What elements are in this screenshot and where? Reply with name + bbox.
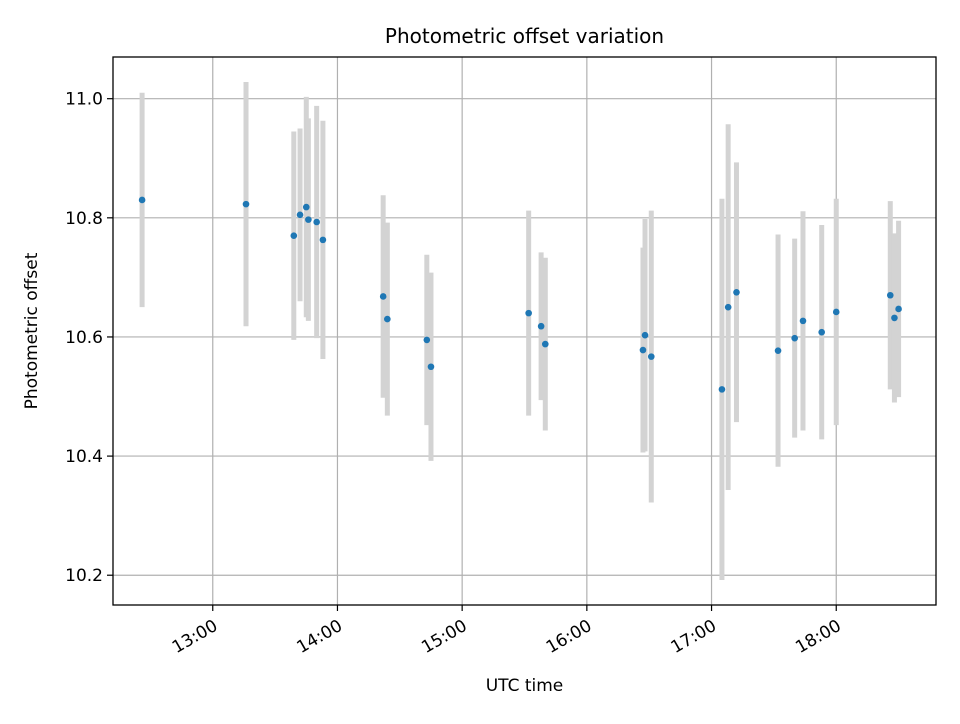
data-point: [641, 331, 649, 339]
data-point: [718, 386, 726, 393]
data-point: [774, 347, 782, 354]
data-point: [138, 196, 146, 204]
data-point: [305, 216, 312, 223]
y-tick-label: 10.2: [65, 566, 103, 586]
data-point: [639, 346, 647, 354]
data-point: [313, 218, 320, 226]
data-point: [379, 293, 387, 300]
data-point: [799, 317, 807, 325]
y-tick-label: 11.0: [65, 90, 103, 110]
data-point: [242, 200, 250, 208]
data-point: [733, 288, 740, 296]
y-axis-label: Photometric offset: [22, 252, 42, 409]
data-point: [427, 363, 435, 371]
data-point: [423, 336, 431, 344]
data-point: [384, 315, 391, 323]
plot-frame: [112, 56, 937, 606]
data-point: [891, 314, 898, 322]
data-point: [541, 340, 549, 348]
x-axis-label: UTC time: [486, 676, 564, 696]
y-tick-label: 10.8: [65, 209, 103, 229]
y-tick-label: 10.6: [65, 328, 103, 348]
data-point: [895, 305, 902, 313]
data-point: [832, 308, 840, 316]
data-point: [791, 334, 798, 342]
data-point: [647, 353, 655, 360]
data-point: [537, 322, 545, 330]
data-point: [818, 328, 825, 336]
data-point: [886, 291, 894, 299]
data-point: [724, 303, 732, 311]
grid-lines: [113, 57, 936, 605]
y-tick-label: 10.4: [65, 447, 103, 467]
data-point: [319, 236, 327, 244]
data-points: [138, 196, 902, 393]
data-point: [290, 232, 298, 239]
data-point: [525, 309, 532, 317]
chart-title: Photometric offset variation: [385, 24, 664, 48]
data-point: [296, 211, 304, 219]
data-point: [302, 203, 310, 211]
